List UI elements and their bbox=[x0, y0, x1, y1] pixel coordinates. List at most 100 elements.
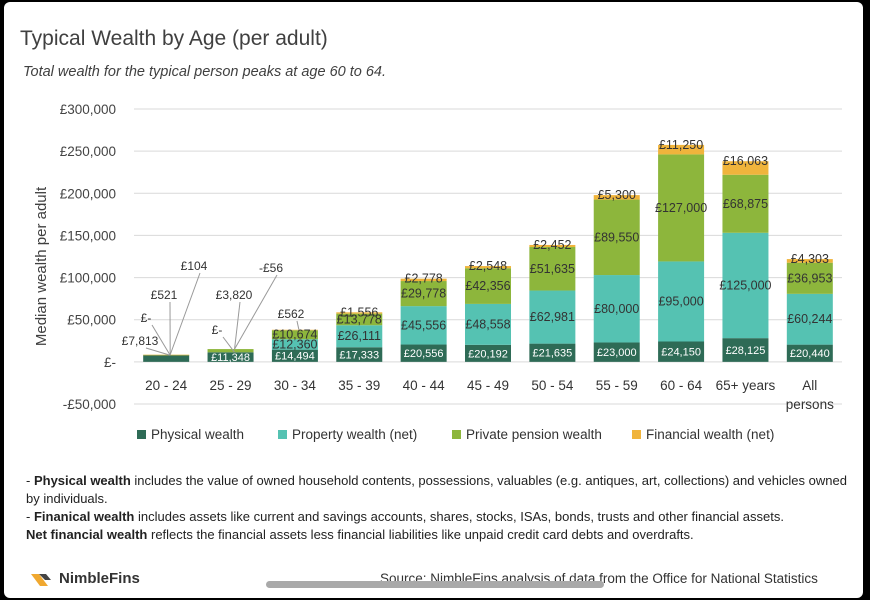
data-label: £127,000 bbox=[655, 201, 707, 215]
y-tick-label: £100,000 bbox=[60, 271, 116, 286]
data-label: £95,000 bbox=[658, 294, 703, 308]
x-tick-label: 45 - 49 bbox=[467, 378, 509, 393]
bar-segment bbox=[786, 293, 833, 345]
x-tick-label: 65+ years bbox=[716, 378, 776, 393]
data-label: £29,778 bbox=[401, 287, 446, 301]
leader-line bbox=[296, 320, 300, 330]
bar-segment bbox=[271, 339, 318, 350]
y-tick-label: £- bbox=[104, 355, 116, 370]
x-tick-label: 30 - 34 bbox=[274, 378, 317, 393]
y-tick-label: £200,000 bbox=[60, 186, 116, 201]
x-tick-label: 55 - 59 bbox=[596, 378, 638, 393]
bar-segment bbox=[593, 342, 640, 362]
bar-segment bbox=[336, 313, 383, 326]
leader-line bbox=[169, 272, 201, 355]
bar-segment bbox=[786, 344, 833, 362]
bar-segment bbox=[336, 325, 383, 348]
data-label: £2,778 bbox=[405, 272, 443, 286]
x-tick-label: 35 - 39 bbox=[338, 378, 380, 393]
leader-line bbox=[234, 301, 241, 350]
data-label: £104 bbox=[181, 259, 208, 273]
x-tick-label: 50 - 54 bbox=[531, 378, 574, 393]
data-label: £68,875 bbox=[723, 197, 768, 211]
data-label: £20,440 bbox=[790, 348, 830, 360]
leader-line bbox=[145, 347, 171, 356]
y-tick-label: £150,000 bbox=[60, 228, 116, 243]
bar-segment bbox=[465, 266, 511, 269]
bar-segment bbox=[336, 347, 383, 362]
data-label: £80,000 bbox=[594, 302, 639, 316]
data-label: £2,548 bbox=[469, 259, 507, 273]
y-tick-label: £250,000 bbox=[60, 144, 116, 159]
data-label: £48,558 bbox=[465, 317, 510, 331]
bar-segment bbox=[465, 268, 511, 304]
data-label: £521 bbox=[151, 288, 178, 302]
bar-segment bbox=[529, 247, 576, 291]
bar-segment bbox=[271, 330, 318, 340]
chart-notes: - Physical wealth includes the value of … bbox=[26, 472, 856, 544]
bar-segment bbox=[143, 355, 190, 362]
leader-line bbox=[234, 274, 278, 350]
legend-label: Private pension wealth bbox=[466, 427, 602, 442]
bar-segment bbox=[658, 144, 705, 155]
data-label: £20,556 bbox=[404, 348, 444, 360]
brand-name: NimbleFins bbox=[59, 570, 140, 587]
x-tick-label: All bbox=[802, 378, 817, 393]
legend-label: Financial wealth (net) bbox=[646, 427, 774, 442]
bar-segment bbox=[786, 259, 833, 263]
data-label: £1,556 bbox=[340, 305, 378, 319]
data-label: £24,150 bbox=[661, 347, 701, 359]
data-label: £14,494 bbox=[275, 351, 315, 363]
note-net-financial: Net financial wealth reflects the financ… bbox=[26, 526, 856, 544]
note-financial-text: includes assets like current and savings… bbox=[134, 509, 784, 524]
data-label: £21,635 bbox=[532, 348, 572, 360]
bar-segment bbox=[271, 329, 318, 331]
x-tick-label: 20 - 24 bbox=[145, 378, 188, 393]
legend-label: Physical wealth bbox=[151, 427, 244, 442]
note-net-financial-term: Net financial wealth bbox=[26, 527, 148, 542]
bar-segment bbox=[400, 278, 447, 282]
y-tick-label: -£50,000 bbox=[63, 397, 116, 412]
data-label: £11,250 bbox=[659, 138, 703, 152]
bar-segment bbox=[529, 244, 576, 248]
data-label: £42,356 bbox=[465, 279, 510, 293]
data-label: £5,300 bbox=[598, 188, 636, 202]
data-label: -£56 bbox=[259, 261, 283, 275]
x-tick-label: persons bbox=[786, 397, 834, 412]
y-tick-label: £50,000 bbox=[67, 313, 116, 328]
data-label: £17,333 bbox=[339, 350, 379, 362]
bar-segment bbox=[786, 262, 833, 294]
data-label: £36,953 bbox=[787, 271, 832, 285]
x-tick-label: 60 - 64 bbox=[660, 378, 703, 393]
bar-segment bbox=[658, 261, 705, 342]
note-net-financial-text: reflects the financial assets less finan… bbox=[147, 527, 694, 542]
chart-subtitle: Total wealth for the typical person peak… bbox=[23, 64, 387, 80]
data-label: £- bbox=[212, 323, 223, 337]
bar-segment bbox=[722, 161, 769, 175]
bar-segment bbox=[207, 349, 254, 353]
note-physical-term: Physical wealth bbox=[33, 473, 131, 488]
data-label: £62,981 bbox=[530, 310, 575, 324]
brand-logo: NimbleFins bbox=[31, 570, 140, 587]
data-label: £562 bbox=[278, 307, 305, 321]
data-label: £51,635 bbox=[530, 262, 575, 276]
legend-swatch bbox=[452, 430, 461, 439]
horizontal-scrollbar[interactable] bbox=[266, 581, 604, 588]
bar-segment bbox=[465, 344, 511, 362]
data-label: £20,192 bbox=[468, 348, 508, 360]
bar-segment bbox=[400, 306, 447, 345]
leader-line bbox=[222, 336, 235, 353]
bar-segment bbox=[529, 343, 576, 362]
data-label: £16,063 bbox=[723, 154, 768, 168]
data-label: £13,778 bbox=[337, 312, 382, 326]
bar-segment bbox=[207, 352, 254, 362]
note-physical: - Physical wealth includes the value of … bbox=[26, 473, 847, 506]
bar-segment bbox=[593, 199, 640, 276]
data-label: £26,111 bbox=[338, 329, 381, 343]
bar-segment bbox=[400, 344, 447, 362]
data-label: £12,360 bbox=[272, 337, 317, 351]
data-label: £45,556 bbox=[401, 318, 446, 332]
bar-segment bbox=[529, 290, 576, 344]
data-label: £2,452 bbox=[533, 238, 571, 252]
data-label: £11,348 bbox=[211, 352, 250, 364]
